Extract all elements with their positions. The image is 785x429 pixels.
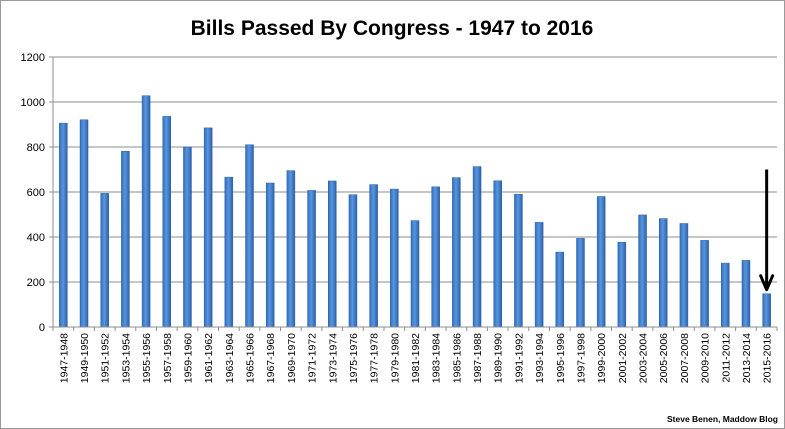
x-tick-label: 2003-2004 xyxy=(638,333,650,383)
bar xyxy=(472,166,482,328)
bar xyxy=(493,180,502,328)
y-tick-label: 1200 xyxy=(21,52,45,64)
bar xyxy=(617,241,627,328)
x-tick-label: 1975-1976 xyxy=(348,333,360,383)
bar xyxy=(741,260,751,328)
bar xyxy=(555,251,565,328)
bar xyxy=(100,193,109,328)
x-tick-label: 1963-1964 xyxy=(224,333,236,383)
bar xyxy=(245,144,254,328)
x-tick-label: 1977-1978 xyxy=(369,333,381,383)
x-tick-label: 1985-1986 xyxy=(451,333,463,383)
x-tick-label: 2015-2016 xyxy=(762,333,774,383)
y-axis-ticks: 0 200 400 600 800 1000 1200 xyxy=(21,52,53,334)
bar xyxy=(390,188,399,328)
x-tick-label: 1991-1992 xyxy=(513,333,525,383)
y-tick-label: 600 xyxy=(27,187,45,199)
x-tick-label: 1979-1980 xyxy=(389,333,401,383)
bar xyxy=(679,223,689,328)
x-tick-label: 1973-1974 xyxy=(327,333,339,383)
y-tick-label: 200 xyxy=(27,277,45,289)
x-tick-label: 1947-1948 xyxy=(58,333,70,383)
bar xyxy=(576,238,585,328)
x-tick-label: 1971-1972 xyxy=(307,333,319,383)
x-tick-label: 2005-2006 xyxy=(658,333,670,383)
bar xyxy=(658,218,668,328)
x-tick-label: 1967-1968 xyxy=(265,333,277,383)
bar xyxy=(514,194,523,328)
bar xyxy=(203,127,213,328)
bar xyxy=(59,122,68,328)
x-axis-ticks: 1947-1948 1949-1950 1951-1952 1953-1954 1955… xyxy=(52,327,778,383)
bars xyxy=(59,95,771,328)
x-tick-label: 1969-1970 xyxy=(286,333,298,383)
credit-text: Steve Benen, Maddow Blog xyxy=(667,414,778,424)
bar xyxy=(183,146,192,328)
bar xyxy=(328,180,337,328)
chart-title: Bills Passed By Congress - 1947 to 2016 xyxy=(191,17,594,40)
y-tick-label: 0 xyxy=(39,322,45,334)
bar xyxy=(762,293,771,328)
x-tick-label: 1965-1966 xyxy=(245,333,257,383)
gridlines xyxy=(53,56,777,283)
x-tick-label: 1989-1990 xyxy=(493,333,505,383)
y-tick-label: 1000 xyxy=(21,97,45,109)
x-tick-label: 1949-1950 xyxy=(79,333,91,383)
arrow-head xyxy=(759,274,775,292)
bar xyxy=(700,240,709,328)
bar xyxy=(534,222,544,328)
bar xyxy=(410,220,420,328)
bar xyxy=(596,196,606,328)
x-tick-label: 1957-1958 xyxy=(162,333,174,383)
bar xyxy=(369,184,378,328)
x-tick-label: 1983-1984 xyxy=(431,333,443,383)
bar xyxy=(348,194,358,328)
bar xyxy=(638,214,647,328)
x-tick-label: 1955-1956 xyxy=(141,333,153,383)
x-tick-label: 1993-1994 xyxy=(534,333,546,383)
bar xyxy=(307,190,316,328)
x-tick-label: 2009-2010 xyxy=(700,333,712,383)
bar xyxy=(121,151,130,328)
bar xyxy=(452,177,461,328)
bar xyxy=(431,186,440,328)
bar xyxy=(224,176,234,328)
x-tick-label: 1951-1952 xyxy=(100,333,112,383)
annotation-arrow xyxy=(759,169,775,292)
x-tick-label: 1995-1996 xyxy=(555,333,567,383)
y-tick-label: 400 xyxy=(27,232,45,244)
x-tick-label: 2007-2008 xyxy=(679,333,691,383)
x-tick-label: 1959-1960 xyxy=(182,333,194,383)
bar xyxy=(265,182,275,328)
x-tick-label: 2001-2002 xyxy=(617,333,629,383)
bar xyxy=(162,116,172,328)
x-tick-label: 2011-2012 xyxy=(720,333,732,383)
x-tick-label: 1981-1982 xyxy=(410,333,422,383)
y-tick-label: 800 xyxy=(27,142,45,154)
x-tick-label: 1953-1954 xyxy=(120,333,132,383)
x-tick-label: 1999-2000 xyxy=(596,333,608,383)
x-tick-label: 2013-2014 xyxy=(741,333,753,383)
bar xyxy=(79,119,89,328)
bar xyxy=(141,95,151,328)
x-tick-label: 1997-1998 xyxy=(575,333,587,383)
x-tick-label: 1961-1962 xyxy=(203,333,215,383)
bar xyxy=(721,262,730,328)
bar xyxy=(286,170,296,328)
x-tick-label: 1987-1988 xyxy=(472,333,484,383)
